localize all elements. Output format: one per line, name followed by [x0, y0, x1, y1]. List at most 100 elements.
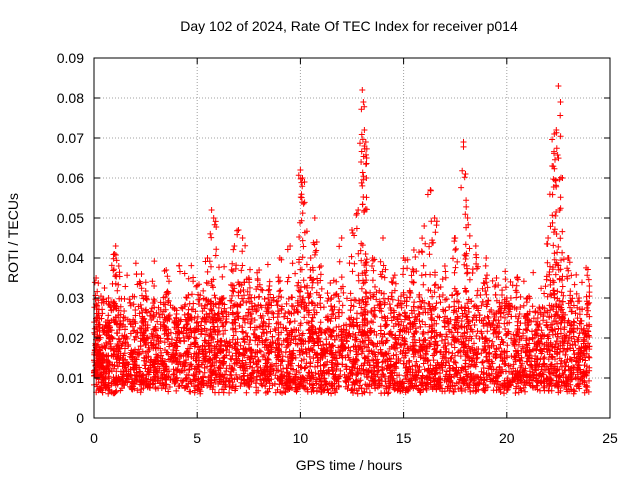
data-point: [466, 276, 473, 283]
data-point: [151, 258, 158, 265]
data-point: [114, 287, 121, 294]
data-point: [359, 201, 366, 208]
data-point: [255, 367, 262, 374]
data-point: [124, 272, 131, 279]
data-point: [154, 318, 161, 325]
data-point: [381, 290, 387, 297]
data-point: [227, 371, 233, 378]
data-point: [372, 283, 378, 290]
data-point: [349, 227, 355, 233]
data-point: [516, 311, 523, 317]
data-point: [137, 389, 144, 396]
data-point: [121, 308, 128, 314]
data-point: [353, 210, 360, 217]
data-point: [336, 243, 343, 250]
data-point: [263, 336, 270, 343]
data-point: [288, 302, 295, 309]
data-point: [464, 329, 471, 335]
data-point: [347, 290, 354, 297]
data-point: [348, 302, 355, 309]
data-point: [572, 358, 579, 365]
data-point: [522, 388, 528, 395]
data-point: [348, 253, 355, 260]
data-point: [287, 318, 294, 325]
data-point: [214, 311, 221, 318]
data-point: [419, 318, 426, 325]
data-point: [484, 272, 490, 279]
chart-title: Day 102 of 2024, Rate Of TEC Index for r…: [180, 18, 518, 34]
data-point: [115, 335, 122, 342]
data-point: [316, 264, 323, 271]
data-point: [412, 254, 419, 260]
data-point: [307, 255, 314, 261]
data-point: [91, 279, 98, 286]
data-point: [325, 389, 332, 396]
data-point: [513, 294, 520, 301]
data-point: [347, 307, 354, 314]
data-point: [223, 318, 230, 325]
x-axis-label: GPS time / hours: [296, 457, 403, 473]
data-point: [382, 266, 389, 273]
data-point: [393, 360, 400, 367]
data-point: [305, 311, 312, 318]
data-point: [559, 363, 565, 370]
data-point: [570, 302, 577, 309]
data-point: [276, 288, 283, 295]
data-point: [497, 354, 504, 361]
data-point: [586, 377, 592, 384]
data-point: [572, 342, 579, 349]
data-point: [585, 307, 591, 314]
data-point: [188, 361, 195, 368]
data-point: [422, 240, 429, 247]
data-point: [366, 389, 373, 396]
data-point: [125, 341, 132, 348]
data-point: [228, 356, 235, 363]
data-point: [559, 283, 566, 290]
data-point: [207, 363, 214, 370]
data-point: [526, 308, 533, 315]
data-point: [105, 312, 112, 319]
data-point: [239, 248, 246, 255]
data-point: [537, 309, 544, 316]
data-point: [203, 279, 210, 286]
data-point: [142, 288, 149, 294]
data-point: [196, 296, 203, 303]
data-point: [558, 357, 565, 364]
data-point: [222, 327, 229, 334]
data-point: [517, 293, 524, 300]
data-point: [248, 315, 255, 322]
data-point: [492, 291, 499, 298]
data-point: [400, 271, 406, 278]
data-point: [395, 322, 402, 328]
data-point: [407, 326, 414, 333]
data-point: [285, 274, 292, 281]
data-point: [246, 284, 253, 291]
data-point: [309, 314, 316, 321]
data-point: [462, 386, 469, 393]
data-point: [449, 350, 456, 357]
data-point: [381, 274, 388, 281]
data-point: [238, 267, 245, 274]
data-point: [272, 389, 279, 396]
data-point: [242, 367, 249, 374]
data-point: [216, 327, 223, 334]
data-point: [420, 262, 427, 269]
data-point: [451, 344, 458, 351]
data-point: [502, 368, 509, 375]
data-point: [489, 277, 496, 284]
data-point: [259, 382, 266, 389]
data-point: [545, 387, 552, 394]
data-point: [229, 320, 236, 327]
data-point: [567, 304, 573, 311]
data-point: [391, 272, 398, 279]
data-point: [502, 284, 509, 291]
data-point: [242, 330, 249, 336]
data-point: [576, 311, 583, 318]
data-point: [112, 243, 119, 249]
data-point: [406, 288, 413, 295]
data-point: [297, 288, 304, 295]
data-point: [370, 362, 377, 369]
data-point: [551, 294, 558, 301]
data-point: [345, 344, 352, 351]
